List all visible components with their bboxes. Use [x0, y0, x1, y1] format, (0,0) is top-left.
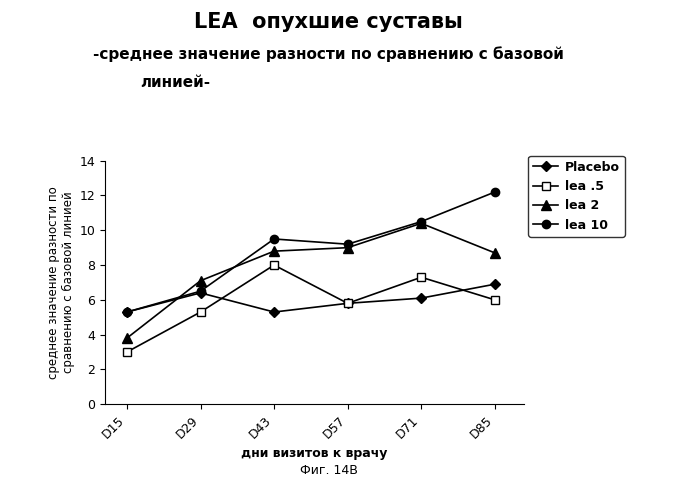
Line: Placebo: Placebo — [124, 281, 498, 316]
Y-axis label: среднее значение разности по
сравнению с базовой линией: среднее значение разности по сравнению с… — [47, 186, 75, 379]
lea .5 — [417, 274, 426, 280]
Placebo — [270, 309, 278, 315]
lea 10 — [417, 219, 426, 225]
Text: Фиг. 14В: Фиг. 14В — [300, 464, 357, 477]
lea 10 — [270, 236, 278, 242]
lea 10 — [491, 189, 499, 195]
lea 2 — [417, 221, 426, 226]
X-axis label: дни визитов к врачу: дни визитов к врачу — [241, 447, 388, 460]
Line: lea 2: lea 2 — [122, 219, 500, 343]
Legend: Placebo, lea .5, lea 2, lea 10: Placebo, lea .5, lea 2, lea 10 — [528, 156, 625, 237]
lea 2 — [343, 245, 352, 251]
lea 2 — [123, 335, 131, 341]
lea 2 — [491, 250, 499, 256]
lea .5 — [491, 297, 499, 303]
Placebo — [491, 281, 499, 287]
lea 2 — [196, 278, 205, 283]
Placebo — [196, 290, 205, 296]
Text: LEA  опухшие суставы: LEA опухшие суставы — [194, 12, 463, 32]
lea 10 — [343, 241, 352, 247]
lea .5 — [123, 349, 131, 355]
Line: lea 10: lea 10 — [123, 188, 499, 316]
lea 10 — [196, 288, 205, 294]
Text: -среднее значение разности по сравнению с базовой: -среднее значение разности по сравнению … — [93, 46, 564, 62]
Line: lea .5: lea .5 — [123, 261, 499, 356]
lea .5 — [343, 300, 352, 306]
Placebo — [343, 300, 352, 306]
lea 10 — [123, 309, 131, 315]
lea .5 — [196, 309, 205, 315]
Text: линией-: линией- — [140, 75, 210, 91]
lea .5 — [270, 262, 278, 268]
lea 2 — [270, 248, 278, 254]
Placebo — [123, 309, 131, 315]
Placebo — [417, 295, 426, 301]
